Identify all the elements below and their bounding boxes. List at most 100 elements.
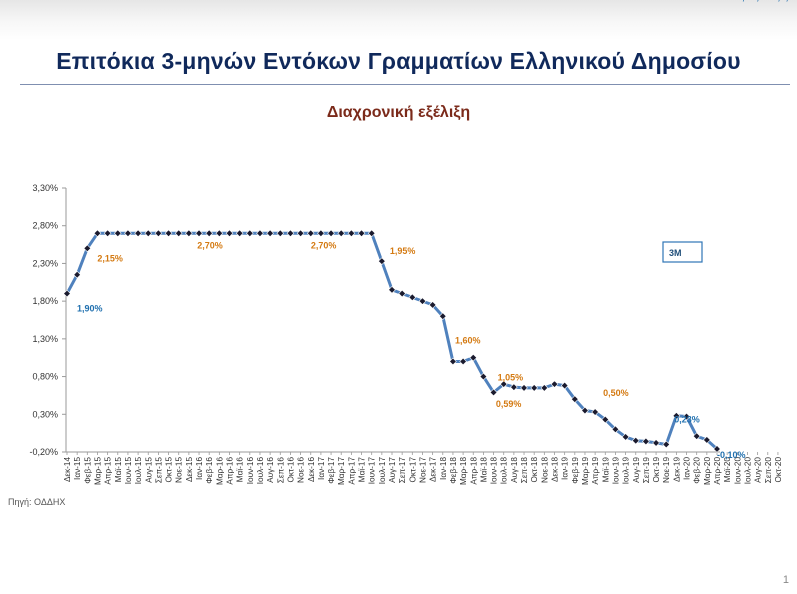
- data-label: 1,60%: [455, 335, 481, 345]
- x-tick-label: Μαρ-18: [459, 457, 468, 485]
- y-tick-label: 1,30%: [32, 334, 58, 344]
- data-point: [307, 230, 314, 237]
- x-tick-label: Σεπ-20: [764, 457, 773, 484]
- data-point: [358, 230, 365, 237]
- data-point: [226, 230, 233, 237]
- x-tick-label: Μαϊ-16: [236, 457, 245, 483]
- x-tick-label: Σεπ-19: [642, 457, 651, 484]
- x-tick-label: Αυγ-16: [266, 457, 275, 483]
- series-3m: [64, 230, 721, 453]
- data-point: [348, 230, 355, 237]
- x-tick-label: Αυγ-18: [510, 457, 519, 483]
- x-tick-label: Οκτ-18: [530, 457, 539, 483]
- x-tick-label: Απρ-17: [347, 457, 356, 485]
- data-point: [267, 230, 274, 237]
- x-tick-label: Ιαν-15: [73, 457, 82, 480]
- x-tick-label: Σεπ-16: [276, 457, 285, 484]
- data-point: [328, 230, 335, 237]
- x-tick-label: Δεκ-16: [307, 457, 316, 482]
- x-tick-label: Ιουν-16: [246, 457, 255, 485]
- x-tick-label: Νοε-15: [175, 457, 184, 483]
- x-tick-label: Σεπ-17: [398, 457, 407, 484]
- data-label: 2,70%: [197, 240, 223, 250]
- x-tick-label: Δεκ-18: [551, 457, 560, 482]
- x-tick-label: Ιουλ-19: [622, 457, 631, 485]
- x-tick-label: Δεκ-17: [429, 457, 438, 482]
- x-tick-label: Αυγ-17: [388, 457, 397, 483]
- x-tick-label: Δεκ-15: [185, 457, 194, 482]
- data-point: [155, 230, 162, 237]
- y-tick-label: 1,80%: [32, 296, 58, 306]
- y-tick-label: 2,80%: [32, 221, 58, 231]
- x-tick-label: Μαρ-20: [703, 457, 712, 485]
- x-tick-label: Φεβ-19: [571, 457, 580, 484]
- x-tick-label: Ιουλ-20: [743, 457, 752, 485]
- data-point: [135, 230, 142, 237]
- data-point: [318, 230, 325, 237]
- x-tick-label: Ιουλ-18: [500, 457, 509, 485]
- data-point: [216, 230, 223, 237]
- data-point: [145, 230, 152, 237]
- data-label: -0,16%: [778, 0, 797, 2]
- data-label: 1,05%: [498, 372, 524, 382]
- x-tick-label: Νοε-17: [418, 457, 427, 483]
- legend: 3M: [663, 242, 702, 262]
- data-point: [450, 358, 457, 365]
- x-tick-label: Ιαν-17: [317, 457, 326, 480]
- data-point: [653, 440, 660, 447]
- x-tick-label: Απρ-15: [104, 457, 113, 485]
- x-tick-label: Δεκ-14: [63, 457, 72, 482]
- x-tick-label: Ιουλ-15: [134, 457, 143, 485]
- data-label: 0,59%: [496, 399, 522, 409]
- x-axis: Δεκ-14 Ιαν-15 Φεβ-15 Μαρ-15 Απρ-15 Μαϊ-15 Ιουν…: [63, 452, 783, 485]
- x-tick-label: Αυγ-20: [754, 457, 763, 483]
- data-label: 2,70%: [311, 240, 337, 250]
- data-label: 0,50%: [603, 388, 629, 398]
- data-label: 2,15%: [97, 253, 123, 263]
- x-tick-label: Φεβ-20: [693, 457, 702, 484]
- x-tick-label: Οκτ-16: [286, 457, 295, 483]
- x-tick-label: Δεκ-19: [672, 457, 681, 482]
- y-tick-label: 0,30%: [32, 409, 58, 419]
- x-tick-label: Μαϊ-20: [723, 457, 732, 483]
- x-tick-label: Οκτ-17: [408, 457, 417, 483]
- source-note: Πηγή: ΟΔΔΗΧ: [8, 497, 65, 507]
- x-tick-label: Μαϊ-19: [601, 457, 610, 483]
- data-point: [104, 230, 111, 237]
- x-tick-label: Νοε-19: [662, 457, 671, 483]
- data-label: 1,95%: [390, 246, 416, 256]
- x-tick-label: Απρ-16: [226, 457, 235, 485]
- x-tick-label: Οκτ-20: [774, 457, 783, 483]
- x-tick-label: Ιουν-19: [611, 457, 620, 485]
- data-point: [521, 384, 528, 391]
- y-tick-label: 0,80%: [32, 372, 58, 382]
- x-tick-label: Αυγ-19: [632, 457, 641, 483]
- x-tick-label: Μαϊ-15: [114, 457, 123, 483]
- data-point: [114, 230, 121, 237]
- x-tick-label: Μαρ-17: [337, 457, 346, 485]
- data-point: [125, 230, 132, 237]
- data-point: [246, 230, 253, 237]
- x-tick-label: Μαρ-15: [93, 457, 102, 485]
- data-point: [236, 230, 243, 237]
- data-point: [206, 230, 213, 237]
- x-tick-label: Σεπ-15: [154, 457, 163, 484]
- x-tick-label: Ιουν-15: [124, 457, 133, 485]
- data-point: [531, 384, 538, 391]
- x-tick-label: Αυγ-15: [144, 457, 153, 483]
- data-point: [643, 438, 650, 445]
- x-tick-label: Φεβ-15: [83, 457, 92, 484]
- data-point: [196, 230, 203, 237]
- x-tick-label: Φεβ-16: [205, 457, 214, 484]
- x-tick-label: Ιαν-19: [561, 457, 570, 480]
- x-tick-label: Ιαν-20: [683, 457, 692, 480]
- data-point: [338, 230, 345, 237]
- y-tick-label: 3,30%: [32, 183, 58, 193]
- data-point: [287, 230, 294, 237]
- x-tick-label: Σεπ-18: [520, 457, 529, 484]
- x-tick-label: Μαρ-16: [215, 457, 224, 485]
- data-label: -0,10%: [717, 450, 746, 460]
- x-tick-label: Μαϊ-17: [358, 457, 367, 483]
- data-point: [510, 384, 517, 391]
